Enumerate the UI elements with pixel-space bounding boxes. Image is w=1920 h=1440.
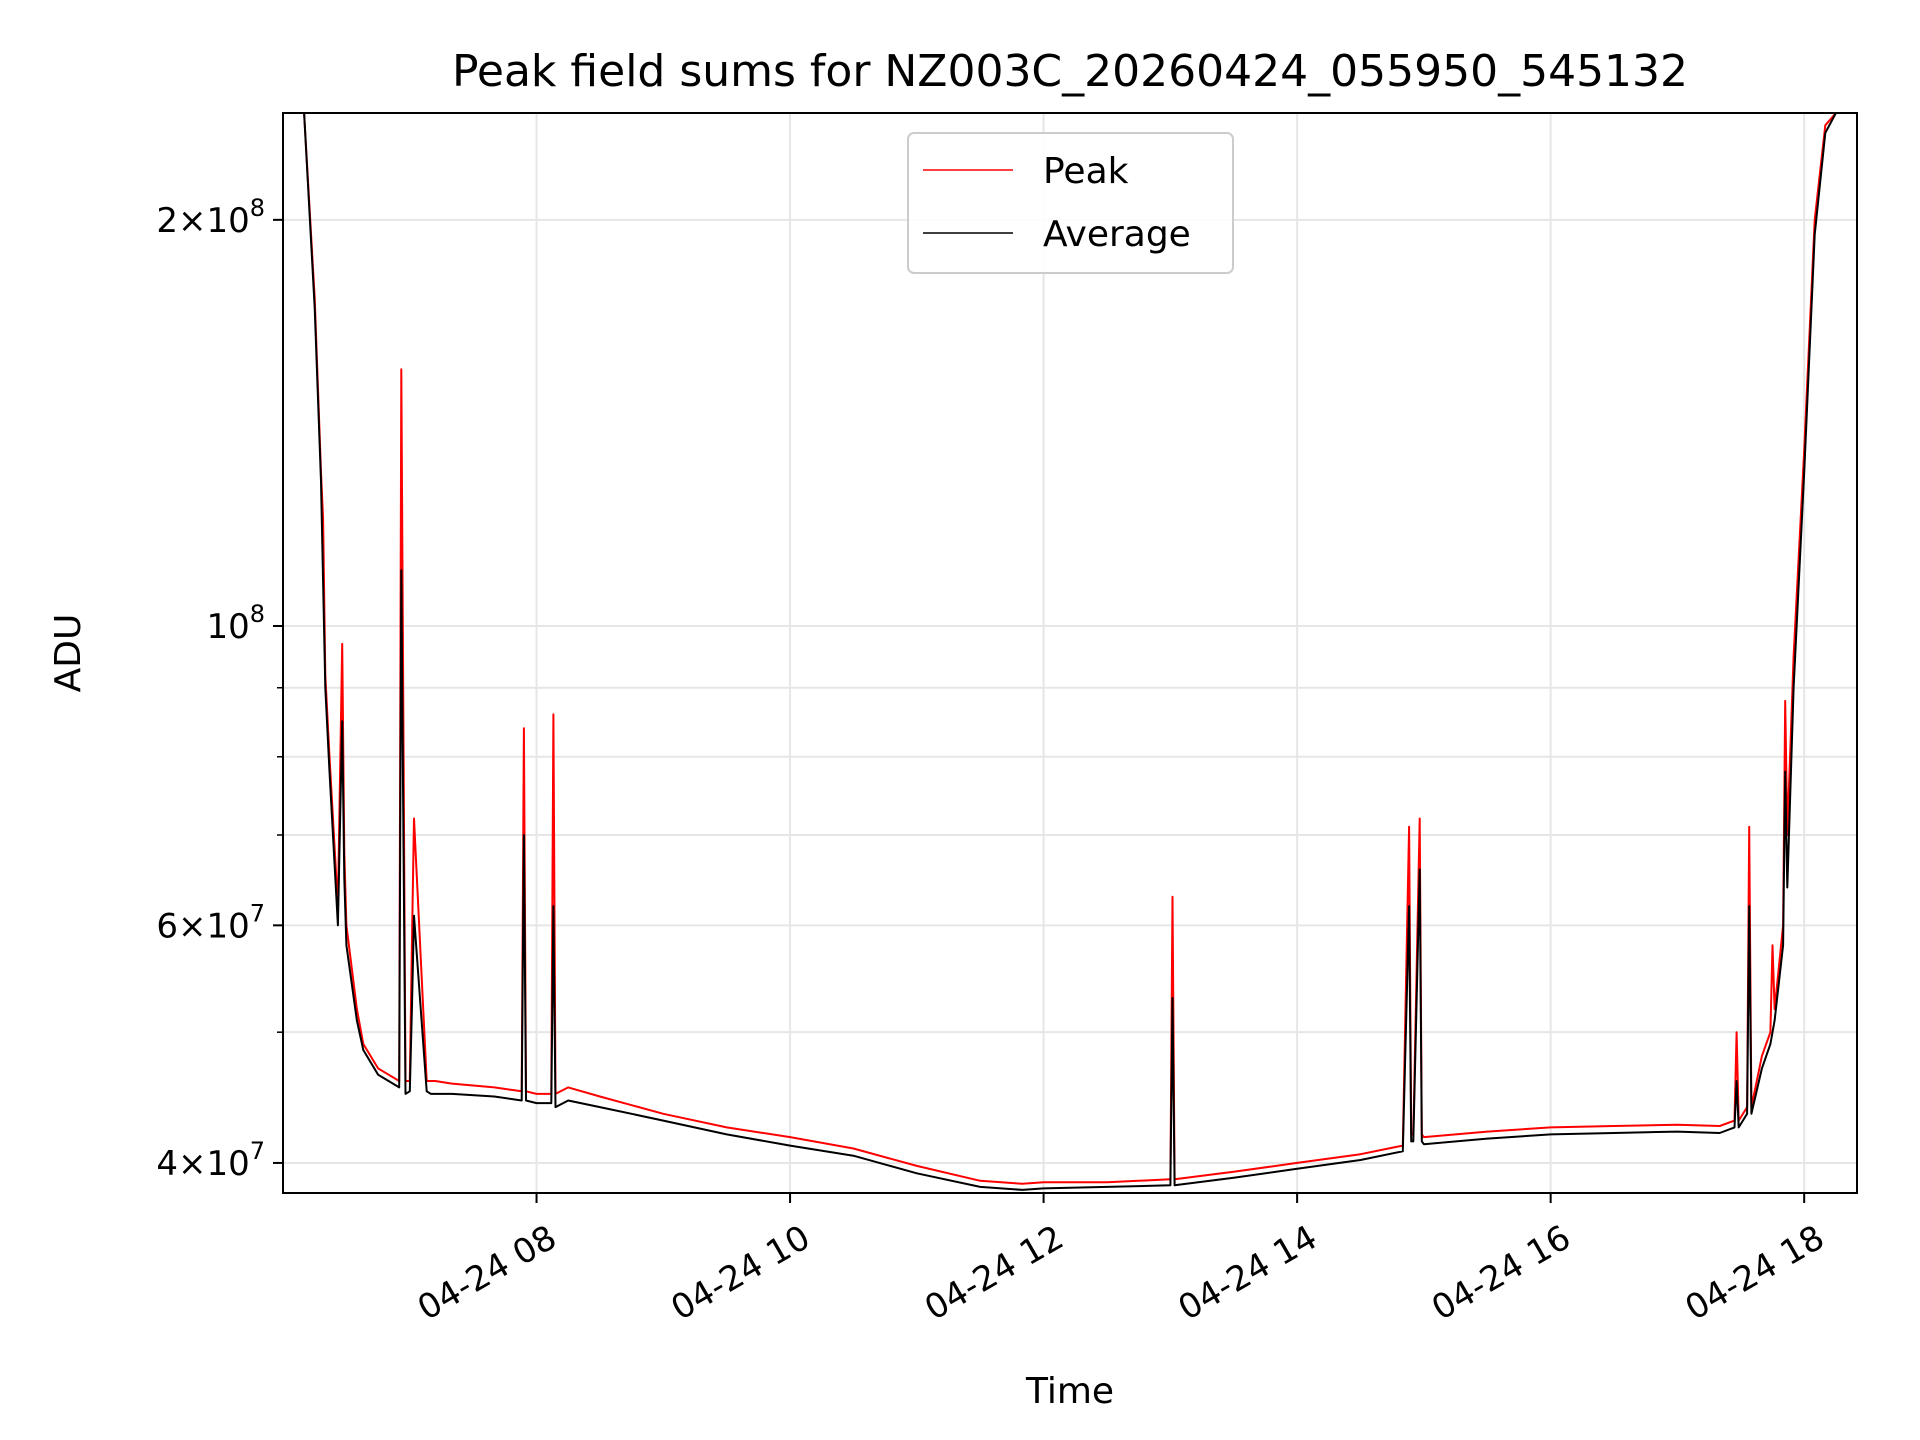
- y-tick-exponent: 8: [250, 194, 265, 222]
- y-tick-label: 6×107: [156, 899, 265, 946]
- y-tick-exponent: 8: [250, 600, 265, 628]
- legend-label-peak: Peak: [1043, 151, 1129, 192]
- series-line-peak: [303, 113, 1837, 1185]
- plot-frame: [282, 112, 1858, 1194]
- x-axis-label: Time: [1025, 1371, 1114, 1412]
- y-tick-exponent: 7: [250, 1137, 265, 1165]
- chart-title: Peak field sums for NZ003C_20260424_0559…: [452, 46, 1688, 97]
- y-axis-label: ADU: [48, 614, 89, 693]
- y-tick-exponent: 7: [250, 899, 265, 927]
- y-tick-label: 4×107: [156, 1137, 265, 1184]
- legend-box: [907, 132, 1234, 274]
- legend-label-average: Average: [1043, 214, 1191, 255]
- y-tick-label: 2×108: [156, 194, 265, 241]
- plot-area: [303, 113, 1837, 1191]
- series-line-average: [303, 113, 1837, 1191]
- legend: Peak Average: [907, 132, 1234, 274]
